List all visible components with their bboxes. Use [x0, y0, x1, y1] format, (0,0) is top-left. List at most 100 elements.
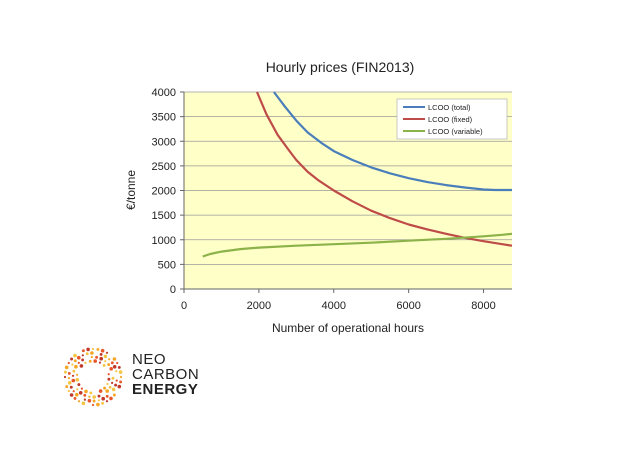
logo-dot: [105, 389, 109, 393]
logo-dot: [106, 382, 109, 386]
logo-dot: [83, 398, 86, 401]
logo-dot: [91, 403, 95, 407]
logo-dot: [86, 347, 90, 352]
axes: 0 500 1000 1500 2000 2500 3000 3500 4000 0 2000 400…: [152, 87, 512, 312]
x-tick-label: 8000: [471, 300, 495, 312]
logo-dot: [77, 361, 80, 364]
logo-dot: [111, 387, 116, 392]
logo-dot: [107, 373, 110, 376]
logo-dot: [84, 361, 87, 364]
logo-dot: [97, 399, 100, 402]
logo-dot: [73, 396, 77, 400]
logo-line-carbon: CARBON: [132, 366, 200, 383]
logo-dot: [102, 363, 106, 367]
logo-dot: [71, 378, 76, 383]
logo-dot: [103, 354, 108, 359]
logo-dot: [77, 400, 81, 403]
sun-burst-icon: [63, 347, 123, 407]
y-tick-label: 3500: [152, 112, 176, 124]
logo-dot: [67, 389, 70, 393]
logo-dot: [67, 381, 72, 385]
logo-dot: [80, 387, 83, 390]
logo-dot: [69, 393, 74, 397]
y-tick-label: 0: [170, 284, 176, 296]
logo-dot: [64, 365, 69, 370]
logo-line-neo: NEO: [132, 351, 167, 368]
logo-dot: [115, 370, 118, 373]
data-series: [202, 91, 513, 258]
logo-dot: [85, 352, 89, 356]
logo-dot: [88, 395, 91, 398]
logo-dot: [63, 370, 67, 374]
legend-label: LCOO (fixed): [428, 115, 473, 124]
y-tick-label: 3000: [152, 136, 176, 148]
logo-dot: [117, 365, 121, 369]
logo-dot: [75, 378, 80, 382]
y-tick-label: 500: [158, 259, 176, 271]
logo-dot: [89, 391, 93, 395]
logo-dot: [75, 392, 79, 397]
logo-dot: [73, 359, 77, 363]
logo-dot: [91, 347, 95, 351]
logo-dot: [107, 363, 111, 367]
logo-dot: [112, 393, 116, 397]
series-line-lcoo-variable: [202, 232, 513, 258]
logo-dot: [76, 388, 79, 391]
logo-dot: [92, 399, 96, 403]
logo-dot: [105, 351, 109, 354]
logo-dot: [119, 375, 123, 379]
logo-dot: [109, 396, 113, 401]
hourly-prices-chart: Hourly prices (FIN2013) 0 500 1000 1500 2000…: [124, 59, 513, 335]
logo-dot: [83, 393, 87, 397]
logo-dot: [70, 357, 74, 361]
logo-dot: [112, 365, 117, 369]
legend-label: LCOO (variable): [428, 127, 483, 136]
logo-dot: [107, 377, 111, 381]
logo-dot: [114, 383, 118, 387]
logo-dot: [98, 389, 103, 393]
logo-dot: [81, 354, 84, 357]
logo-dot: [96, 347, 100, 351]
y-axis-label: €/tonne: [124, 170, 138, 210]
logo-dot: [93, 359, 97, 363]
logo-dot: [87, 398, 92, 403]
logo-dot: [71, 363, 74, 366]
logo-dot: [76, 373, 79, 376]
logo-dot: [99, 356, 103, 361]
x-tick-label: 4000: [322, 300, 346, 312]
neo-carbon-energy-logo: NEO CARBON ENERGY: [62, 346, 212, 408]
logo-dot: [69, 385, 73, 389]
logo-dot: [104, 360, 107, 363]
logo-dot: [92, 395, 96, 399]
logo-dot: [118, 370, 123, 374]
y-tick-label: 2000: [152, 186, 176, 198]
logo-dot: [71, 374, 75, 377]
y-tick-label: 2500: [152, 161, 176, 173]
logo-dot: [101, 401, 105, 405]
logo-dot: [116, 361, 119, 365]
logo-dot: [79, 364, 84, 368]
logo-wordmark: NEO CARBON ENERGY: [132, 352, 199, 397]
logo-dot: [117, 384, 122, 389]
logo-dot: [111, 381, 114, 384]
logo-dot: [81, 401, 86, 406]
logo-dot: [97, 394, 101, 398]
series-line-lcoo-total: [273, 91, 512, 192]
logo-dot: [108, 358, 111, 361]
logo-dot: [77, 355, 81, 360]
logo-dot: [73, 353, 77, 358]
x-tick-label: 0: [181, 300, 187, 312]
y-tick-label: 1000: [152, 235, 176, 247]
logo-dot: [67, 361, 70, 365]
logo-dot: [90, 351, 94, 355]
legend-label: LCOO (total): [428, 103, 471, 112]
y-tick-label: 1500: [152, 210, 176, 222]
logo-dot: [103, 386, 107, 390]
logo-dot: [63, 375, 67, 379]
logo-dot: [100, 348, 105, 353]
x-tick-label: 2000: [247, 300, 271, 312]
logo-dot: [74, 364, 78, 369]
logo-dot: [72, 390, 75, 393]
logo-dot: [115, 379, 118, 382]
logo-dot: [119, 380, 123, 384]
